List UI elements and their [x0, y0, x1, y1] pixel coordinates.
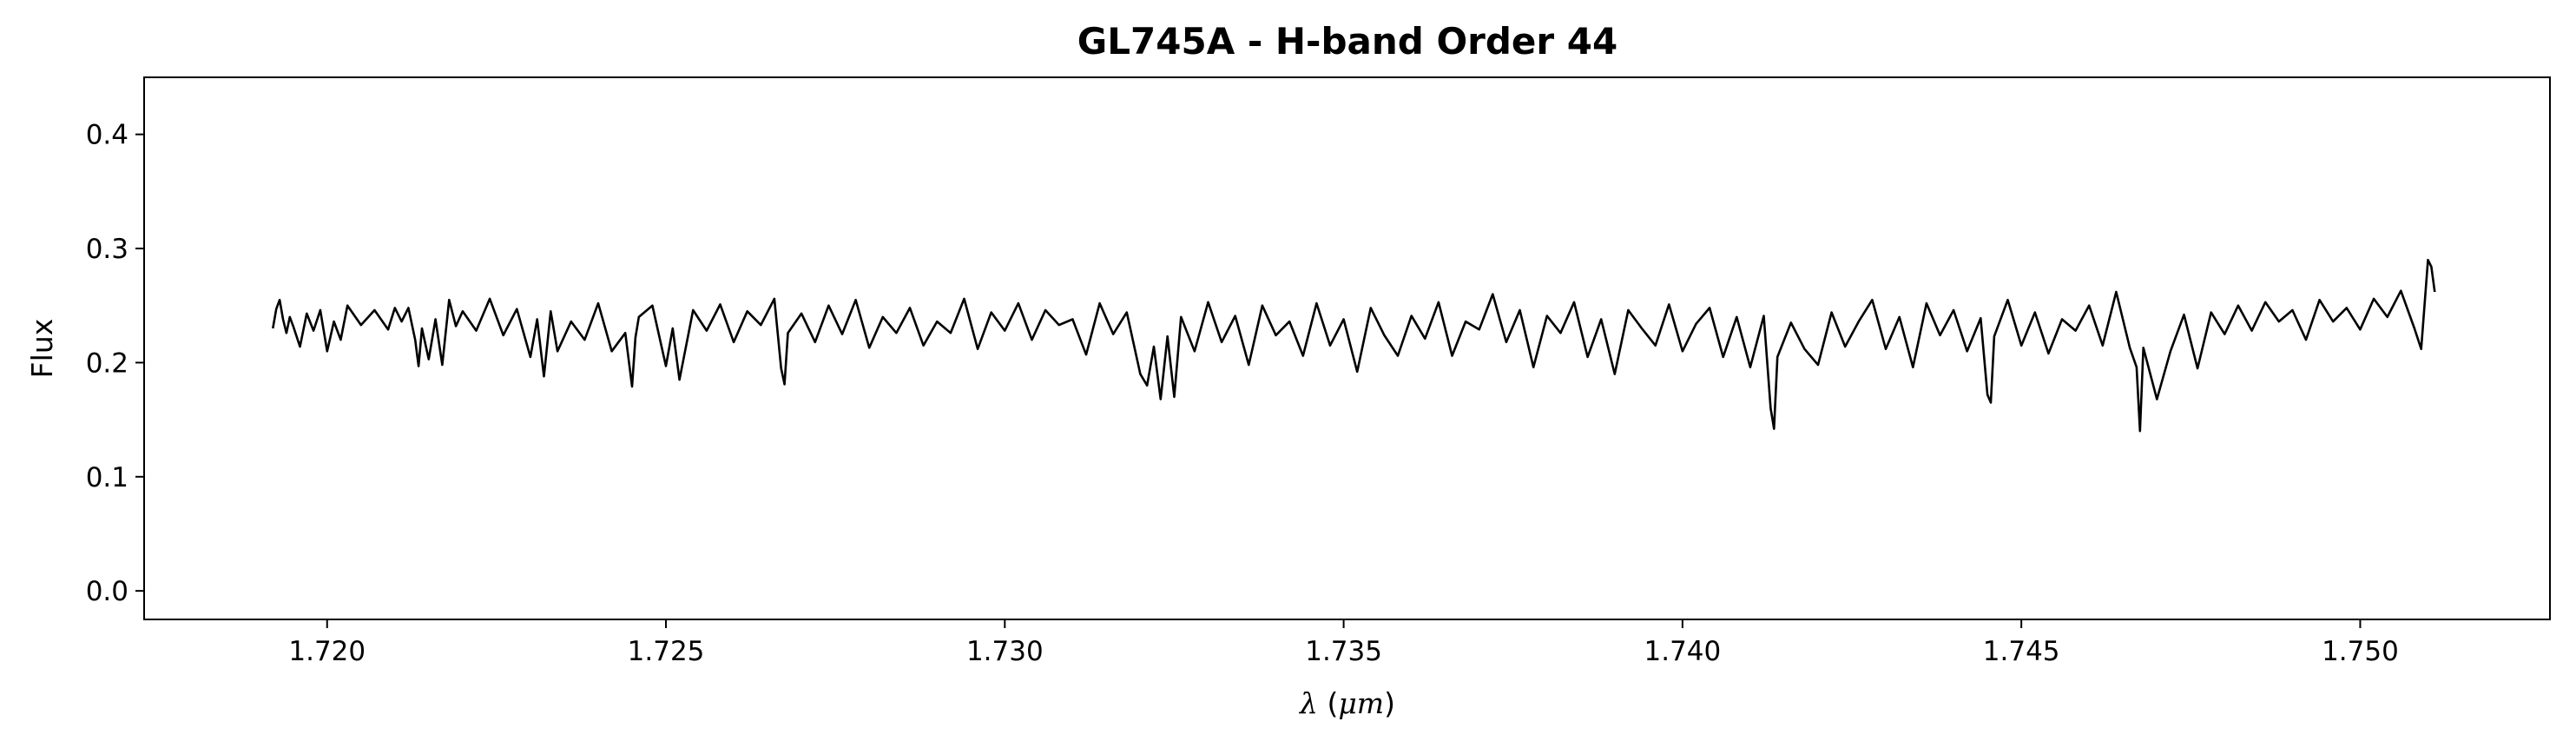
y-tick-label: 0.1: [86, 462, 128, 493]
chart-title: GL745A - H-band Order 44: [1077, 20, 1617, 63]
x-axis-label: λ (μm): [1298, 686, 1395, 720]
plot-area: [143, 76, 2551, 620]
y-axis-ticks: 0.0 0.1 0.2 0.3 0.4: [86, 120, 144, 607]
y-tick-label: 0.2: [86, 348, 128, 379]
y-tick-label: 0.3: [86, 234, 128, 265]
axes-frame: [143, 76, 2551, 620]
y-axis-label: Flux: [25, 319, 59, 379]
x-tick-label: 1.720: [288, 636, 366, 667]
x-tick-label: 1.725: [628, 636, 705, 667]
x-tick-label: 1.745: [1983, 636, 2060, 667]
x-tick-label: 1.735: [1305, 636, 1382, 667]
x-tick-label: 1.740: [1644, 636, 1722, 667]
x-axis-ticks: 1.720 1.725 1.730 1.735 1.740 1.745 1.750: [288, 619, 2399, 667]
x-tick-label: 1.730: [966, 636, 1044, 667]
y-tick-label: 0.0: [86, 576, 128, 607]
x-tick-label: 1.750: [2322, 636, 2399, 667]
spectrum-line: [272, 258, 2436, 433]
y-tick-label: 0.4: [86, 120, 128, 151]
